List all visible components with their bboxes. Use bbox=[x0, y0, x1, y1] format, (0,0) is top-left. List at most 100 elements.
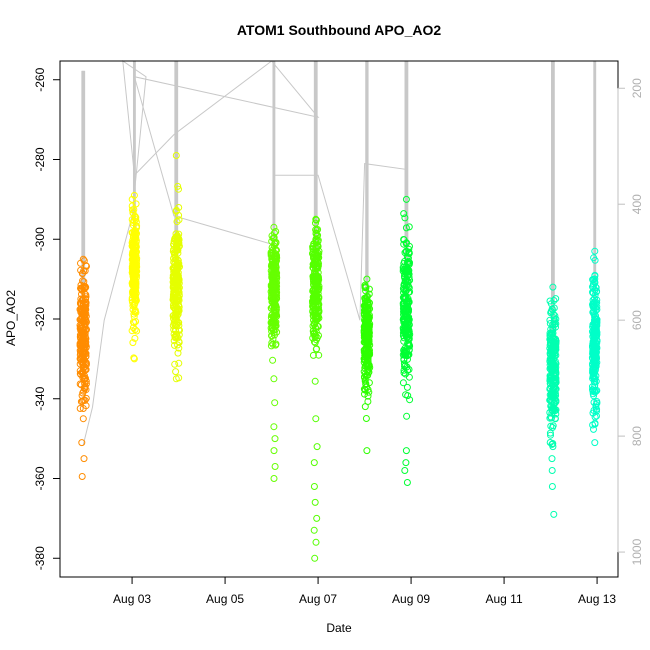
data-point bbox=[590, 275, 598, 283]
data-point bbox=[404, 336, 412, 343]
data-point bbox=[267, 342, 275, 350]
data-point bbox=[130, 310, 138, 318]
data-point bbox=[128, 202, 136, 210]
data-point bbox=[405, 223, 413, 231]
data-point bbox=[130, 191, 138, 199]
x-tick-label: Aug 13 bbox=[578, 592, 616, 606]
data-point bbox=[131, 214, 139, 222]
data-point bbox=[401, 214, 409, 222]
data-point bbox=[271, 282, 278, 290]
data-point bbox=[172, 295, 180, 303]
data-point bbox=[130, 355, 138, 363]
data-point bbox=[81, 337, 89, 345]
data-point bbox=[551, 321, 559, 328]
data-point bbox=[313, 226, 321, 234]
data-point bbox=[272, 247, 280, 255]
data-point bbox=[403, 258, 411, 266]
data-point bbox=[131, 299, 139, 306]
y2-tick-label: 200 bbox=[630, 78, 644, 98]
data-point bbox=[270, 223, 278, 231]
data-point bbox=[550, 318, 558, 326]
data-point bbox=[312, 219, 319, 227]
data-point bbox=[405, 373, 413, 381]
data-point bbox=[399, 379, 407, 387]
data-point bbox=[133, 272, 140, 280]
data-point bbox=[400, 210, 408, 218]
data-point bbox=[128, 229, 136, 237]
data-point bbox=[552, 295, 560, 303]
data-point bbox=[310, 330, 318, 338]
data-point bbox=[170, 337, 178, 345]
data-point bbox=[176, 326, 183, 334]
data-point bbox=[401, 344, 409, 352]
data-point-outlier bbox=[313, 514, 321, 522]
data-point bbox=[269, 356, 277, 364]
data-point bbox=[363, 447, 371, 455]
data-point bbox=[363, 313, 371, 321]
data-point bbox=[400, 369, 408, 377]
data-cluster bbox=[588, 247, 601, 447]
data-point bbox=[589, 421, 597, 429]
data-point bbox=[546, 391, 554, 399]
data-point bbox=[548, 366, 556, 374]
y-tick-label: -260 bbox=[33, 67, 47, 91]
data-point bbox=[128, 327, 136, 335]
data-point bbox=[362, 333, 370, 340]
data-point bbox=[406, 242, 413, 250]
data-point bbox=[405, 341, 413, 349]
data-point bbox=[400, 266, 408, 274]
data-point bbox=[173, 294, 181, 301]
data-point-outlier bbox=[311, 554, 319, 562]
data-point-outlier bbox=[271, 399, 279, 407]
data-point bbox=[589, 387, 597, 395]
data-point bbox=[403, 383, 411, 391]
data-point bbox=[81, 290, 89, 298]
data-point bbox=[82, 283, 90, 291]
data-point bbox=[404, 324, 412, 332]
data-point-outlier bbox=[403, 479, 411, 486]
data-point bbox=[267, 319, 275, 327]
y-tick-label: -300 bbox=[33, 227, 47, 251]
data-point bbox=[131, 251, 139, 259]
data-point bbox=[174, 306, 182, 314]
data-point bbox=[547, 376, 555, 384]
data-point bbox=[171, 286, 179, 294]
data-point bbox=[363, 334, 371, 342]
data-cluster bbox=[128, 191, 141, 363]
data-point bbox=[273, 274, 281, 282]
data-point bbox=[272, 228, 280, 235]
data-point bbox=[405, 306, 413, 313]
data-point bbox=[404, 351, 412, 359]
x-tick-label: Aug 07 bbox=[299, 592, 337, 606]
data-point bbox=[402, 447, 410, 455]
data-point bbox=[270, 375, 278, 383]
x-tick-label: Aug 03 bbox=[113, 592, 151, 606]
data-point bbox=[175, 359, 183, 367]
data-point bbox=[77, 334, 85, 342]
data-point bbox=[593, 398, 601, 405]
data-point bbox=[79, 277, 86, 285]
y2-tick-label: 1000 bbox=[630, 538, 644, 565]
data-point bbox=[366, 346, 373, 354]
data-point bbox=[78, 338, 86, 346]
data-point bbox=[131, 326, 139, 334]
data-point bbox=[170, 330, 178, 338]
data-point bbox=[404, 325, 412, 333]
data-point bbox=[174, 349, 182, 357]
data-point bbox=[549, 424, 556, 431]
data-point bbox=[80, 376, 88, 384]
data-point bbox=[82, 334, 89, 342]
data-point bbox=[173, 243, 181, 251]
data-point bbox=[589, 283, 597, 291]
data-point bbox=[402, 195, 410, 203]
data-point bbox=[170, 287, 178, 295]
chart-title: ATOM1 Southbound APO_AO2 bbox=[237, 22, 442, 38]
plot-frame bbox=[59, 60, 619, 578]
data-point bbox=[589, 383, 596, 391]
data-point bbox=[405, 297, 413, 305]
data-point bbox=[547, 413, 555, 421]
data-point bbox=[173, 247, 181, 254]
data-point bbox=[400, 293, 408, 301]
data-point bbox=[173, 235, 181, 243]
data-point bbox=[551, 414, 559, 422]
